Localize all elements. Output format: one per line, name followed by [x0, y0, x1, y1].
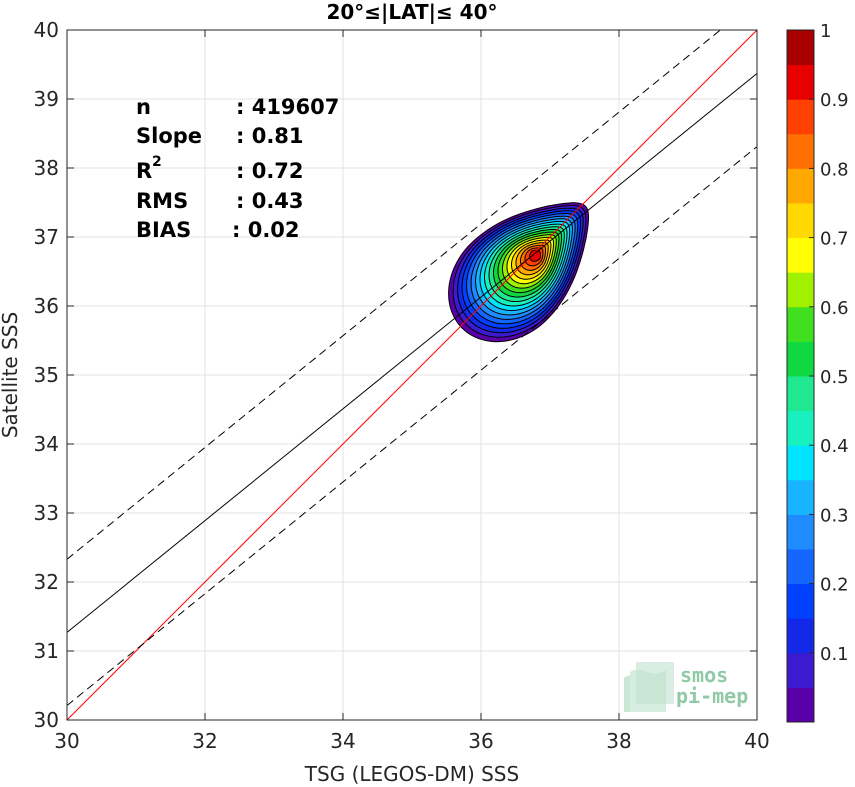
- x-tick-label: 36: [468, 729, 493, 753]
- colorbar-swatch: [787, 133, 814, 169]
- colorbar-swatch: [787, 272, 814, 308]
- chart-title: 20°≤|LAT|≤ 40°: [326, 0, 497, 24]
- stat-n-key: n: [136, 95, 151, 119]
- x-tick-label: 38: [606, 729, 631, 753]
- colorbar-swatch: [787, 549, 814, 585]
- x-tick-label: 34: [330, 729, 355, 753]
- x-axis-label: TSG (LEGOS-DM) SSS: [304, 762, 519, 786]
- colorbar-swatch: [787, 237, 814, 273]
- stat-rms-value: : 0.43: [236, 189, 304, 213]
- colorbar-tick-label: 0.4: [820, 436, 849, 457]
- colorbar-swatch: [787, 479, 814, 515]
- x-tick-label: 30: [54, 729, 79, 753]
- watermark-text-line1: smos: [680, 663, 728, 687]
- colorbar-swatch: [787, 583, 814, 619]
- colorbar-swatch: [787, 652, 814, 688]
- x-tick-label: 32: [192, 729, 217, 753]
- y-tick-label: 38: [34, 156, 59, 180]
- colorbar-swatch: [787, 410, 814, 446]
- stat-bias-key: BIAS: [136, 218, 191, 242]
- x-axis-ticks: 30 32 34 36 38 40: [54, 30, 770, 753]
- colorbar-tick-label: 0.6: [820, 298, 849, 319]
- colorbar-ticks: 0.1 0.2 0.3 0.4 0.5 0.6 0.7 0.8 0.9 1: [809, 21, 849, 665]
- stat-rms-key: RMS: [136, 189, 188, 213]
- y-tick-label: 35: [34, 363, 59, 387]
- colorbar-swatch: [787, 30, 814, 66]
- colorbar-tick-label: 0.5: [820, 367, 849, 388]
- y-tick-label: 36: [34, 294, 59, 318]
- x-tick-label: 40: [744, 729, 769, 753]
- colorbar-swatch: [787, 376, 814, 412]
- identity-line: [67, 30, 757, 720]
- colorbar-tick-label: 0.8: [820, 159, 849, 180]
- watermark-waves-icon: [624, 662, 674, 712]
- colorbar-swatch: [787, 64, 814, 100]
- watermark-text-line2: pi-mep: [676, 684, 748, 708]
- y-tick-label: 34: [34, 432, 59, 456]
- colorbar-swatch: [787, 99, 814, 135]
- stat-slope-value: : 0.81: [236, 124, 304, 148]
- y-tick-label: 30: [34, 708, 59, 732]
- colorbar-tick-label: 0.1: [820, 644, 849, 665]
- watermark-logo: smos pi-mep: [624, 662, 748, 712]
- colorbar-tick-label: 0.9: [820, 90, 849, 111]
- colorbar-tick-label: 1: [820, 21, 831, 42]
- colorbar-swatch: [787, 445, 814, 481]
- y-tick-label: 32: [34, 570, 59, 594]
- y-axis-label: Satellite SSS: [0, 312, 22, 438]
- colorbar-tick-label: 0.7: [820, 229, 849, 250]
- y-tick-label: 40: [34, 18, 59, 42]
- stat-r2-value: : 0.72: [236, 159, 304, 183]
- colorbar-swatch: [787, 618, 814, 654]
- fit-lower-bound-line: [67, 146, 757, 706]
- stat-r2-key: R: [136, 159, 152, 183]
- colorbar: [786, 29, 815, 723]
- colorbar-swatch: [787, 341, 814, 377]
- y-tick-label: 31: [34, 639, 59, 663]
- fit-upper-bound-line: [67, 30, 722, 560]
- fit-line: [67, 73, 757, 633]
- y-tick-label: 39: [34, 87, 59, 111]
- regression-lines: [67, 30, 757, 720]
- stat-r2-superscript: 2: [152, 154, 162, 170]
- y-axis-ticks: 30 31 32 33 34 35 36 37 38 39 40: [34, 18, 757, 732]
- colorbar-swatch: [787, 168, 814, 204]
- colorbar-swatch: [787, 306, 814, 342]
- stat-slope-key: Slope: [136, 124, 202, 148]
- y-tick-label: 33: [34, 501, 59, 525]
- stats-box: n : 419607 Slope : 0.81 R 2 : 0.72 RMS :…: [136, 95, 339, 242]
- colorbar-tick-label: 0.3: [820, 505, 849, 526]
- density-contour-level: [528, 249, 541, 262]
- stat-bias-value: : 0.02: [232, 218, 300, 242]
- colorbar-swatch: [787, 687, 814, 723]
- colorbar-tick-label: 0.2: [820, 575, 849, 596]
- y-tick-label: 37: [34, 225, 59, 249]
- colorbar-swatch: [787, 203, 814, 239]
- colorbar-swatch: [787, 514, 814, 550]
- grid: [66, 29, 758, 721]
- stat-n-value: : 419607: [236, 95, 339, 119]
